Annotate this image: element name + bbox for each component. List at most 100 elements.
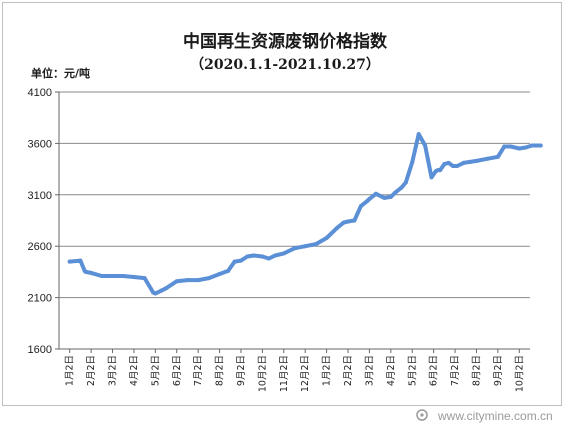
chart-frame: 中国再生资源废钢价格指数 （2020.1.1-2021.10.27） 单位：元/… [2,2,562,406]
x-tick-label-17: 6月2日 [429,355,440,386]
data-point-0-55 [450,164,455,168]
data-point-0-35 [346,219,350,224]
y-axis-unit-label: 单位：元/吨 [31,66,90,80]
x-tick-label-7: 8月2日 [215,355,226,386]
data-point-0-44 [399,185,404,190]
data-point-0-52 [438,168,443,173]
axes [55,91,530,353]
data-point-0-4 [89,270,94,275]
data-point-0-30 [303,244,308,249]
data-point-0-31 [313,242,318,247]
data-point-0-16 [185,278,190,283]
data-point-0-21 [232,259,237,264]
data-point-0-60 [485,156,490,161]
data-point-0-26 [266,256,271,261]
gridlines [59,91,530,350]
data-point-0-14 [164,286,168,291]
data-point-0-17 [196,278,201,283]
data-point-0-33 [335,225,340,230]
x-tick-label-19: 8月2日 [471,355,482,386]
x-tick-label-10: 11月2日 [279,355,290,392]
data-point-0-3 [83,269,88,274]
data-point-0-62 [502,144,507,149]
data-point-0-34 [341,220,346,225]
x-tick-label-14: 3月2日 [364,355,375,386]
y-tick-label-2: 2600 [28,241,52,253]
data-point-0-40 [373,191,378,196]
data-point-0-64 [517,146,522,151]
x-tick-label-15: 4月2日 [386,355,397,386]
x-tick-label-21: 10月2日 [514,355,525,392]
y-tick-label-0: 1600 [28,344,52,356]
watermark: www.citymine.com.cn [416,409,553,423]
x-tick-label-5: 6月2日 [172,355,183,386]
data-point-0-25 [260,254,265,259]
y-tick-label-3: 3100 [28,190,52,202]
chart-subtitle: （2020.1.1-2021.10.27） [190,57,380,73]
data-point-0-36 [352,218,357,223]
x-tick-label-9: 10月2日 [257,355,268,392]
data-point-0-46 [410,159,415,164]
data-point-0-56 [455,164,460,168]
data-point-0-59 [474,158,479,163]
data-point-0-48 [423,143,428,148]
data-point-0-13 [159,288,164,293]
series-line-0 [67,132,543,296]
data-point-0-49 [429,175,434,180]
data-point-0-58 [468,159,473,164]
data-point-0-22 [239,258,243,263]
data-point-0-9 [142,276,147,281]
y-tick-labels: 1600 2100 2600 3100 3600 4100 [28,87,52,356]
data-point-0-66 [530,143,535,148]
data-point-0-7 [121,274,126,278]
y-tick-label-5: 4100 [28,87,52,99]
data-point-0-65 [523,145,528,150]
data-point-0-54 [446,160,451,165]
data-point-0-39 [367,196,372,201]
x-tick-labels: 1月2日 2月2日 3月2日 4月2日 5月2日 6月2日 7月2日 8月2日 9月2日 10月2… [65,355,526,392]
data-point-0-42 [388,194,393,199]
series-layer [67,132,543,296]
data-point-0-6 [110,274,115,278]
data-point-0-37 [358,204,363,209]
data-point-0-18 [206,276,211,281]
watermark-logo-icon [416,409,428,421]
x-tick-label-12: 1月2日 [322,355,333,386]
data-point-0-19 [217,272,222,276]
data-point-0-61 [495,154,500,159]
data-point-0-67 [538,143,543,148]
chart-svg: 中国再生资源废钢价格指数 （2020.1.1-2021.10.27） 单位：元/… [28,31,543,392]
y-tick-label-4: 3600 [28,138,52,150]
data-point-0-0 [67,259,72,264]
data-point-0-5 [99,274,104,278]
x-tick-label-8: 9月2日 [236,355,247,386]
data-point-0-8 [131,275,136,279]
data-point-0-20 [226,268,231,273]
data-point-0-57 [461,160,466,165]
data-point-0-12 [155,290,160,295]
data-point-0-32 [324,236,329,240]
x-tick-label-11: 12月2日 [300,355,311,392]
watermark-text: www.citymine.com.cn [437,409,553,423]
data-point-0-15 [174,279,179,284]
x-tick-label-20: 9月2日 [493,355,504,386]
x-tick-label-4: 5月2日 [150,355,161,386]
data-point-0-43 [393,190,398,195]
data-point-0-1 [78,258,83,263]
y-tick-label-1: 2100 [28,293,52,305]
data-point-0-41 [382,195,387,200]
data-point-0-23 [245,254,250,259]
data-point-0-53 [442,162,447,166]
x-tick-label-18: 7月2日 [450,355,461,386]
data-point-0-24 [251,253,256,258]
x-tick-label-2: 3月2日 [108,355,119,386]
chart-title: 中国再生资源废钢价格指数 [183,31,388,52]
data-point-0-63 [508,144,513,149]
x-tick-label-1: 2月2日 [86,355,97,386]
data-point-0-45 [403,180,408,185]
watermark-logo-icon-dot [420,413,424,417]
data-point-0-28 [281,251,286,256]
x-tick-label-16: 5月2日 [407,355,418,386]
x-tick-label-6: 7月2日 [193,355,204,386]
data-point-0-27 [273,253,278,258]
